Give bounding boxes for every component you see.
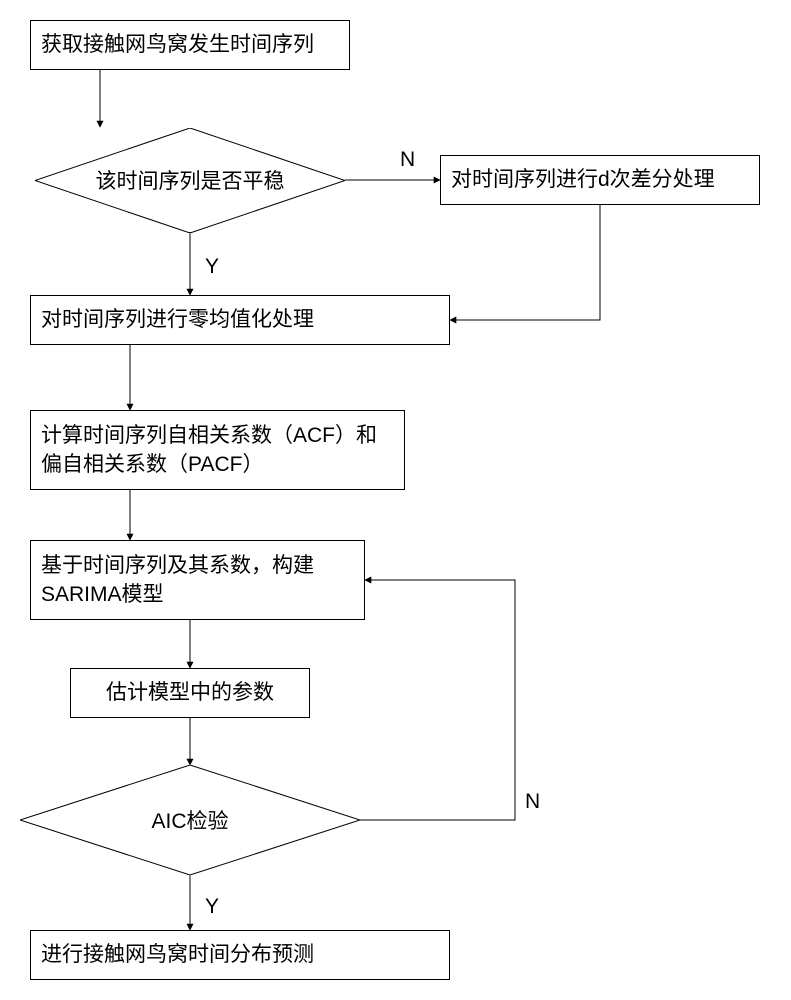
edge-label-n: N: [525, 790, 540, 814]
node-zero-mean: 对时间序列进行零均值化处理: [30, 295, 450, 345]
node-acquire-series: 获取接触网鸟窝发生时间序列: [30, 20, 350, 70]
decision-stationary: 该时间序列是否平稳: [35, 128, 345, 233]
node-estimate-params: 估计模型中的参数: [70, 668, 310, 718]
node-label: 估计模型中的参数: [106, 678, 274, 707]
node-label: 对时间序列进行d次差分处理: [451, 165, 715, 194]
edge-label-n: N: [400, 148, 415, 172]
node-label: 计算时间序列自相关系数（ACF）和偏自相关系数（PACF）: [41, 421, 394, 480]
node-predict: 进行接触网鸟窝时间分布预测: [30, 930, 450, 980]
node-label: 获取接触网鸟窝发生时间序列: [41, 30, 314, 59]
node-label: 对时间序列进行零均值化处理: [41, 305, 314, 334]
flowchart-canvas: 获取接触网鸟窝发生时间序列 对时间序列进行d次差分处理 对时间序列进行零均值化处…: [0, 0, 791, 1000]
node-label: 基于时间序列及其系数，构建SARIMA模型: [41, 551, 354, 610]
node-acf-pacf: 计算时间序列自相关系数（ACF）和偏自相关系数（PACF）: [30, 410, 405, 490]
edge-label-y: Y: [205, 895, 219, 919]
node-differencing: 对时间序列进行d次差分处理: [440, 155, 760, 205]
node-build-sarima: 基于时间序列及其系数，构建SARIMA模型: [30, 540, 365, 620]
decision-aic: AIC检验: [20, 765, 360, 875]
node-label: 进行接触网鸟窝时间分布预测: [41, 940, 314, 969]
edge-label-y: Y: [205, 255, 219, 279]
